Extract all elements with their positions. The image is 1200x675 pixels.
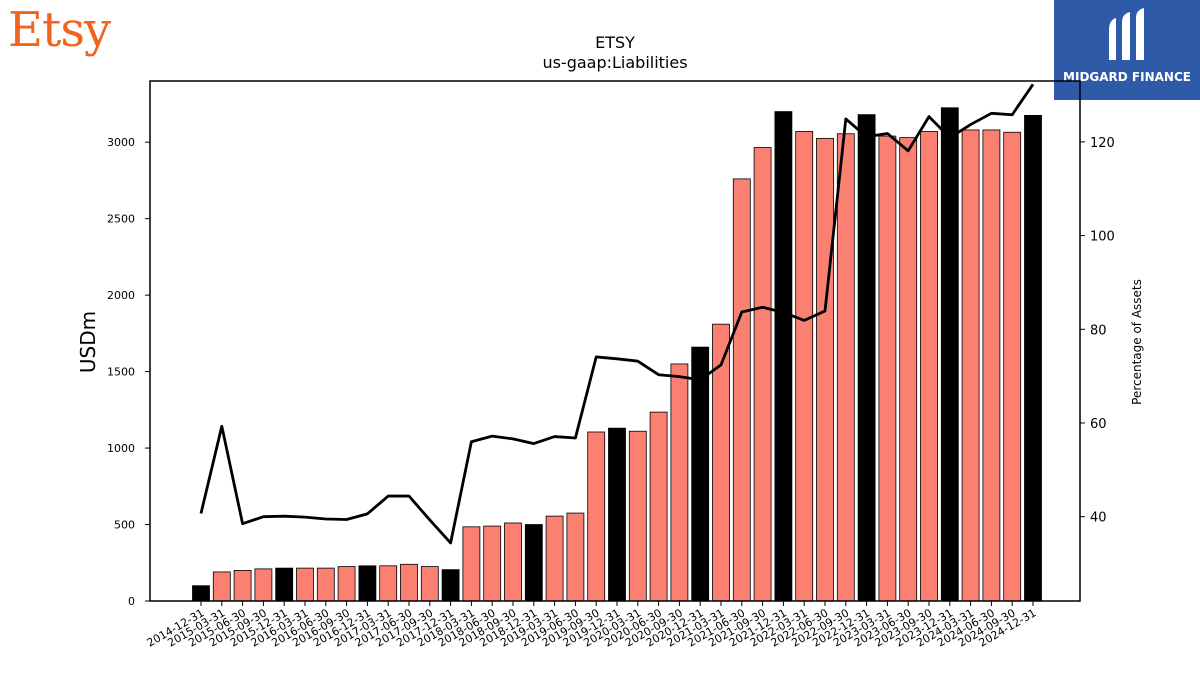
- bar: [212, 571, 231, 602]
- bar: [982, 129, 1001, 602]
- bar: [275, 567, 294, 602]
- midgard-finance-logo: MIDGARD FINANCE: [1054, 0, 1200, 100]
- y-axis: 0 500 1000 1500 2000 2500 3000: [107, 136, 150, 608]
- bar: [524, 524, 543, 602]
- bar: [1024, 115, 1042, 602]
- y2-tick-label: 80: [1090, 323, 1107, 338]
- y2-axis-label: Percentage of Assets: [1130, 279, 1144, 405]
- bar-series: [192, 107, 1042, 602]
- chart-title: ETSY: [595, 33, 635, 52]
- bar: [233, 570, 252, 602]
- bar: [587, 431, 606, 602]
- bar: [379, 565, 398, 602]
- bar: [545, 515, 564, 602]
- bar: [899, 137, 918, 602]
- y-tick-label: 1000: [107, 442, 135, 455]
- bar: [836, 133, 855, 602]
- bar: [462, 526, 481, 602]
- bar: [296, 567, 314, 602]
- bar: [358, 565, 377, 602]
- bar: [878, 135, 897, 602]
- chart-subtitle: us-gaap:Liabilities: [542, 53, 687, 72]
- bar: [566, 512, 585, 602]
- bar: [961, 129, 980, 602]
- bar: [441, 569, 460, 602]
- midgard-emblem-icon: [1109, 8, 1144, 60]
- bar: [337, 566, 356, 602]
- y-tick-label: 1500: [107, 366, 135, 379]
- bar: [940, 107, 959, 602]
- bar: [400, 563, 418, 602]
- percentage-line: [199, 83, 1035, 545]
- y2-tick-label: 40: [1090, 511, 1107, 526]
- bar: [254, 568, 273, 602]
- bar: [628, 430, 647, 602]
- line-series: [199, 83, 1035, 545]
- y-tick-label: 3000: [107, 136, 135, 149]
- bar: [774, 111, 793, 602]
- y-tick-label: 500: [114, 519, 135, 532]
- midgard-finance-label: MIDGARD FINANCE: [1063, 70, 1191, 84]
- x-axis: 2014-12-312015-03-312015-06-302015-09-30…: [145, 601, 1039, 650]
- bar: [816, 137, 834, 602]
- bar: [920, 131, 938, 602]
- y-tick-label: 2000: [107, 289, 135, 302]
- bar: [857, 114, 876, 602]
- bar: [691, 346, 710, 602]
- bar: [420, 566, 439, 602]
- y-axis-label: USDm: [76, 311, 100, 373]
- bar: [608, 427, 626, 602]
- bar: [753, 147, 772, 602]
- y-tick-label: 0: [128, 595, 135, 608]
- bar: [504, 522, 522, 602]
- y2-axis: 40 60 80 100 120: [1080, 136, 1115, 526]
- bar: [192, 585, 210, 602]
- bar: [795, 131, 814, 602]
- bar: [1003, 131, 1022, 602]
- bar: [483, 525, 502, 602]
- y-tick-label: 2500: [107, 213, 135, 226]
- bar: [649, 411, 668, 602]
- y2-tick-label: 60: [1090, 417, 1107, 432]
- y2-tick-label: 100: [1090, 230, 1115, 245]
- bar: [316, 567, 335, 602]
- etsy-logo: Etsy: [8, 2, 111, 58]
- plot-frame: [149, 80, 1081, 602]
- bar: [670, 363, 689, 602]
- y2-tick-label: 120: [1090, 136, 1115, 151]
- bar: [732, 178, 751, 602]
